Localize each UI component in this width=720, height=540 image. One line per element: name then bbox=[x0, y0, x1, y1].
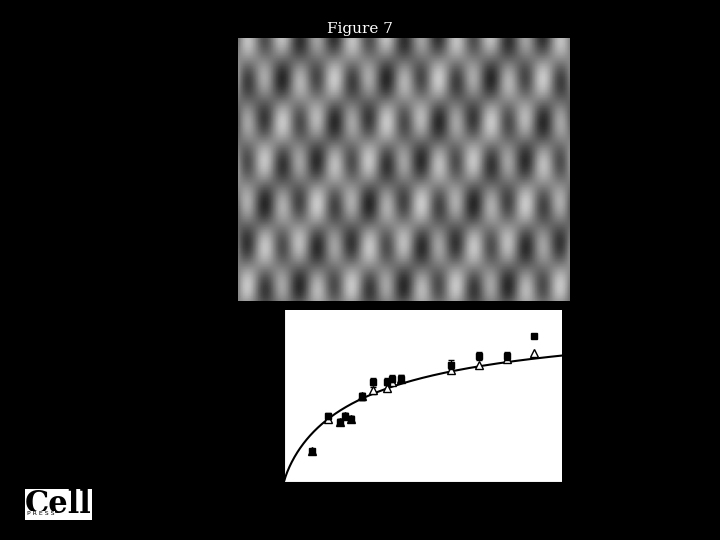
Text: Cell: Cell bbox=[25, 489, 92, 519]
Text: Copyright © 2002 The Biophysical Society: Copyright © 2002 The Biophysical Society bbox=[101, 520, 263, 529]
Y-axis label: Current ( pA ): Current ( pA ) bbox=[246, 358, 256, 434]
Text: Biophysical Journal 2002 821975-1984 OI:(10.1016/S0006-3495(02)75546-X): Biophysical Journal 2002 821975-1984 OI:… bbox=[101, 510, 395, 519]
X-axis label: Concentration ( Mm ): Concentration ( Mm ) bbox=[364, 508, 482, 518]
Text: P R E S S: P R E S S bbox=[27, 511, 55, 516]
Text: Figure 7: Figure 7 bbox=[327, 22, 393, 36]
